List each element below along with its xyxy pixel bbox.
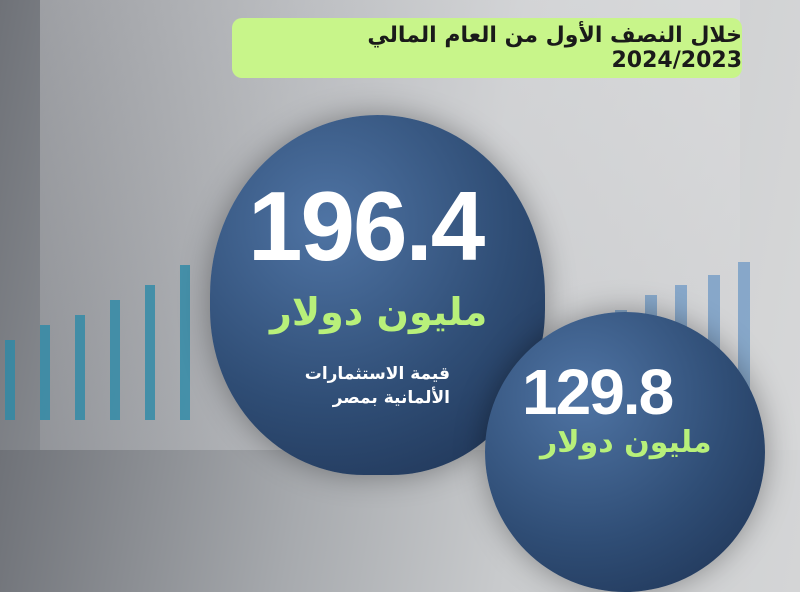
secondary-stat-value: 129.8	[522, 356, 674, 428]
main-stat-unit: مليون دولار	[270, 290, 488, 334]
banner-text: خلال النصف الأول من العام المالي 2024/20…	[367, 23, 742, 73]
secondary-stat-unit: مليون دولار	[540, 425, 712, 460]
main-stat-description: قيمة الاستثمارات الألمانية بمصر	[300, 362, 450, 410]
period-banner: خلال النصف الأول من العام المالي 2024/20…	[232, 18, 742, 78]
background-bar-chart	[0, 220, 230, 420]
description-line-2: الألمانية بمصر	[332, 388, 450, 408]
description-line-1: قيمة الاستثمارات	[304, 364, 450, 384]
main-stat-value: 196.4	[248, 171, 485, 281]
